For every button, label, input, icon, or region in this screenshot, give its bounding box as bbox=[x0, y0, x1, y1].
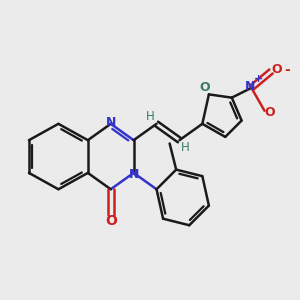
Text: O: O bbox=[200, 81, 210, 94]
Text: O: O bbox=[264, 106, 275, 119]
Text: H: H bbox=[146, 110, 155, 123]
Text: H: H bbox=[181, 141, 190, 154]
Text: O: O bbox=[272, 63, 282, 76]
Text: N: N bbox=[106, 116, 116, 129]
Text: N: N bbox=[128, 168, 139, 181]
Text: +: + bbox=[254, 74, 263, 84]
Text: -: - bbox=[284, 63, 290, 77]
Text: N: N bbox=[244, 80, 255, 93]
Text: O: O bbox=[105, 214, 117, 228]
